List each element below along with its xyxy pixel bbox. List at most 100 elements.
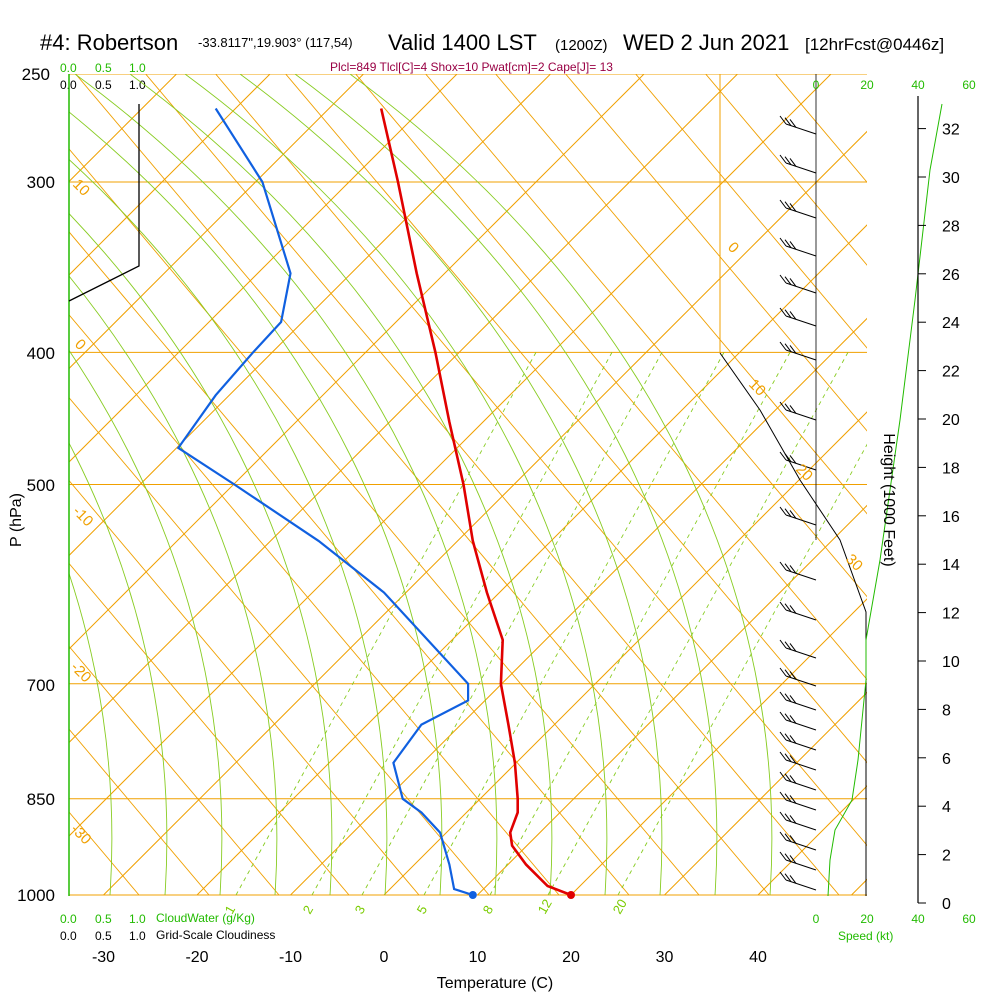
dry-adiabat-line (69, 148, 700, 896)
wind-barb-flag (784, 813, 792, 823)
cloud-scale-top-g2: 1.0 (129, 61, 146, 75)
cloud-scale-bottom-g0: 0.0 (60, 912, 77, 926)
dry-adiabat-line (69, 396, 490, 896)
isotherm-line (69, 74, 271, 276)
dry-adiabat-line (69, 645, 280, 896)
dry-adiabat-line (75, 74, 770, 896)
wind-barb-flag (789, 775, 797, 784)
p-tick-850: 850 (27, 790, 55, 809)
wind-barb-flag (779, 451, 787, 461)
height-tick-label: 30 (942, 170, 960, 187)
wind-barb-flag (784, 239, 792, 248)
moist-adiabat-line (69, 572, 113, 896)
dry-adiabat-line (215, 74, 867, 846)
wind-barb-flag (779, 791, 787, 801)
height-tick-label: 6 (942, 751, 951, 768)
wind-barb-flag (789, 815, 797, 824)
wind-barb-flag (789, 455, 797, 464)
wind-barb-flag (779, 237, 787, 247)
wind-barb-flag (784, 713, 792, 723)
height-tick-label: 18 (942, 460, 960, 477)
wind-barb-flag (779, 751, 787, 761)
cloudwater-label: CloudWater (g/Kg) (156, 911, 255, 925)
wind-barb-flag (789, 695, 797, 704)
x-tick-label: -10 (279, 949, 302, 966)
moist-adiabat-line (69, 349, 223, 896)
isotherm-line (69, 74, 364, 370)
isotherm-line (570, 598, 867, 896)
mixing-ratio-line (361, 352, 663, 896)
wind-barb-flag (784, 309, 792, 319)
cloudiness-label: Grid-Scale Cloudiness (156, 928, 275, 942)
moist-adiabat-line (129, 74, 553, 896)
wind-barb-flag (779, 731, 787, 741)
wind-barb-flag (779, 711, 787, 721)
moist-adiabat-line (69, 275, 278, 896)
wind-barb-flag (789, 855, 797, 864)
moist-adiabat-line (69, 442, 168, 896)
wind-barb-flag (789, 311, 797, 320)
isotherm-label: 20 (792, 461, 816, 485)
moist-adiabat-line (69, 213, 333, 896)
moist-adiabat-line (69, 111, 443, 896)
speed-axis-label: Speed (kt) (838, 929, 893, 943)
surface-dewpoint-dot (468, 891, 477, 899)
mixing-ratio-label: 8 (480, 903, 497, 917)
moist-adiabat-line (184, 74, 608, 896)
dry-adiabat-line (69, 728, 210, 896)
dry-adiabat-line (495, 74, 867, 515)
valid-date: WED 2 Jun 2021 (623, 30, 789, 55)
speed-bottom-60: 60 (962, 912, 976, 926)
isotherm-line (69, 74, 738, 744)
p-tick-300: 300 (27, 173, 55, 192)
mixing-ratio-line (547, 352, 849, 896)
x-tick-label: -30 (92, 949, 115, 966)
wind-barb-flag (784, 873, 792, 883)
wind-barb-flag (784, 403, 792, 413)
dry-adiabat-line (69, 894, 70, 895)
wind-barb-flag (784, 201, 792, 210)
p-tick-400: 400 (27, 344, 55, 363)
wind-barb-flag (784, 669, 792, 679)
height-tick-label: 12 (942, 606, 960, 623)
wind-barb-flag (779, 561, 787, 571)
cloud-scale-bottom-g2: 1.0 (129, 912, 146, 926)
cloud-scale-top-b1: 0.5 (95, 78, 112, 92)
wind-barb-flag (784, 117, 792, 126)
mixing-ratio-label: 2 (300, 903, 317, 917)
dry-adiabat-line (69, 231, 630, 896)
wind-barb-flag (784, 753, 792, 763)
x-tick-label: 30 (656, 949, 674, 966)
isotherm-line (69, 74, 551, 557)
cloudiness-profile (68, 104, 140, 302)
wind-barb-flag (784, 276, 792, 286)
wind-barb-flag (779, 401, 787, 411)
wind-barb-flag (789, 405, 797, 414)
wind-barb-flag (779, 831, 787, 841)
isotherm-line (69, 74, 458, 463)
mixing-ratio-label: 5 (414, 903, 431, 917)
isotherm-line (69, 74, 832, 837)
wind-barb-flag (784, 641, 792, 651)
height-tick-label: 8 (942, 702, 951, 719)
surface-temperature-dot (567, 891, 575, 899)
pressure-axis: 250 300 400 500 700 850 1000 P (hPa) (8, 65, 55, 905)
speed-top-60: 60 (962, 78, 976, 92)
wind-barb-flag (789, 241, 797, 250)
isotherm-line (290, 317, 867, 896)
wind-barb-flag (784, 693, 792, 703)
temperature-axis-label: Temperature (C) (437, 975, 553, 992)
wind-barb-flag (789, 278, 797, 287)
wind-barb-flag (784, 453, 792, 463)
wind-barb-flag (779, 341, 787, 351)
wind-barb-flag (779, 771, 787, 781)
dry-adiabat-line (69, 314, 560, 896)
x-tick-label: 10 (469, 949, 487, 966)
isotherm-label: 0 (724, 239, 742, 257)
wind-barb-flag (779, 871, 787, 881)
height-tick-label: 26 (942, 267, 960, 284)
zulu-time: (1200Z) (555, 37, 608, 54)
wind-barb-flag (779, 811, 787, 821)
x-tick-label: -20 (185, 949, 208, 966)
dry-adiabat-line (775, 74, 867, 183)
